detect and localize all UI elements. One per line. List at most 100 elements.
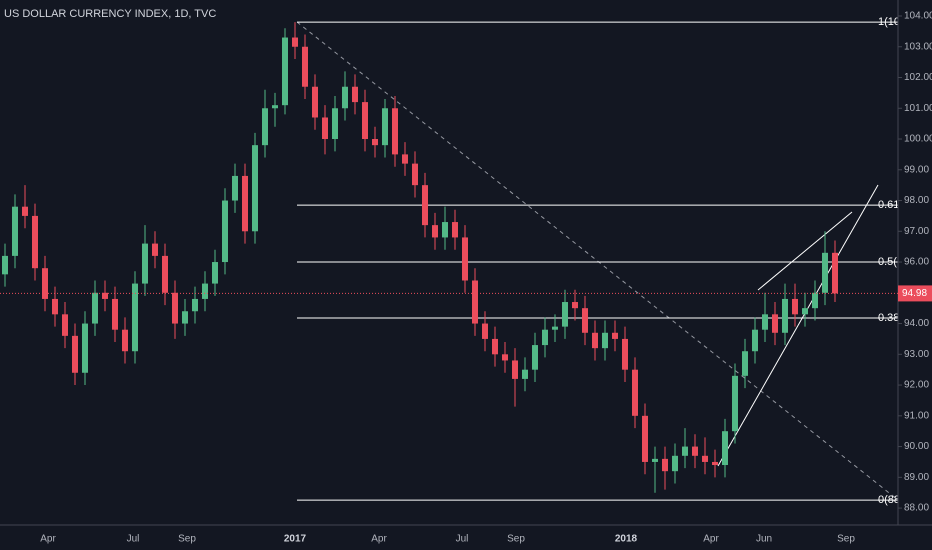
candle-body: [762, 314, 768, 330]
fib-label: 0.5(: [878, 256, 897, 268]
candle-body: [1, 255, 8, 275]
candle-body: [822, 252, 828, 293]
candle-body: [232, 175, 238, 201]
candle-body: [12, 206, 18, 256]
candle-body: [42, 268, 48, 299]
candle-body: [662, 458, 668, 472]
fib-label: 0.38: [878, 312, 899, 324]
candle-body: [202, 283, 208, 299]
candle-body: [412, 163, 418, 186]
candle-body: [352, 86, 358, 103]
x-tick-label: Sep: [178, 534, 196, 545]
candle-body: [602, 332, 608, 349]
candle-body: [282, 37, 288, 106]
candle-body: [402, 154, 408, 164]
candle-body: [472, 280, 478, 324]
y-tick-label: 91.00: [904, 410, 929, 421]
candle-body: [132, 283, 138, 352]
candle-body: [702, 455, 708, 462]
wedge-line: [717, 184, 879, 467]
candle-body: [752, 329, 758, 352]
candle-body: [152, 243, 158, 256]
candle-body: [342, 86, 348, 109]
last-price-tag: 94.98: [902, 288, 927, 299]
candle-body: [422, 185, 428, 226]
candle-body: [512, 360, 518, 379]
candle-body: [182, 311, 188, 324]
candle-body: [642, 415, 648, 462]
x-tick-label: Sep: [507, 534, 525, 545]
candle-body: [72, 335, 78, 373]
candle-body: [172, 292, 178, 324]
y-tick-label: 93.00: [904, 349, 929, 360]
y-tick-label: 96.00: [904, 257, 929, 268]
candle-body: [222, 200, 228, 263]
chart-title: US DOLLAR CURRENCY INDEX, 1D, TVC: [4, 8, 216, 20]
candle-body: [562, 302, 568, 327]
fib-label: 0(88: [878, 494, 900, 506]
fib-label: 0.61: [878, 199, 899, 211]
wedge-line: [757, 211, 853, 291]
candle-body: [612, 332, 618, 339]
y-tick-label: 92.00: [904, 380, 929, 391]
y-tick-label: 103.00: [904, 41, 932, 52]
candle-body: [672, 455, 678, 472]
fib-label: 1(10: [878, 16, 900, 28]
last-price-tag-bg: [898, 285, 932, 302]
candle-body: [102, 292, 108, 299]
x-tick-label: 2017: [284, 534, 307, 545]
y-tick-label: 88.00: [904, 503, 929, 514]
y-tick-label: 100.00: [904, 134, 932, 145]
candle-body: [832, 252, 838, 294]
candle-body: [732, 375, 738, 432]
candle-body: [542, 329, 548, 346]
candle-body: [62, 314, 68, 336]
candle-body: [52, 298, 58, 315]
candle-body: [122, 329, 128, 352]
y-tick-label: 102.00: [904, 72, 932, 83]
candle-body: [302, 46, 308, 87]
candle-body: [582, 308, 588, 333]
candle-body: [482, 323, 488, 339]
candle-body: [632, 369, 638, 416]
candle-body: [532, 345, 538, 370]
y-tick-label: 104.00: [904, 11, 932, 22]
candle-body: [82, 323, 88, 373]
x-tick-label: Jul: [127, 534, 140, 545]
candle-body: [92, 292, 98, 324]
y-tick-label: 94.00: [904, 318, 929, 329]
candle-body: [22, 206, 28, 216]
candle-body: [712, 461, 718, 466]
candle-body: [372, 139, 378, 146]
candle-body: [262, 108, 268, 146]
candle-body: [502, 354, 508, 361]
candle-body: [312, 86, 318, 118]
candle-body: [292, 37, 298, 47]
y-tick-label: 99.00: [904, 164, 929, 175]
x-tick-label: Sep: [837, 534, 855, 545]
candle-body: [812, 292, 818, 309]
candle-body: [592, 332, 598, 349]
candle-body: [272, 105, 278, 109]
candle-body: [432, 225, 438, 238]
candle-body: [772, 314, 778, 333]
candle-body: [242, 175, 248, 232]
candle-body: [212, 262, 218, 284]
candle-body: [782, 298, 788, 333]
x-tick-label: 2018: [615, 534, 638, 545]
candle-body: [442, 222, 448, 238]
candle-body: [652, 458, 658, 462]
y-tick-label: 89.00: [904, 472, 929, 483]
candle-body: [452, 222, 458, 238]
candle-body: [552, 326, 558, 330]
candle-body: [722, 431, 728, 466]
candle-body: [322, 117, 328, 140]
x-tick-label: Jul: [456, 534, 469, 545]
plot-area: 1(10 0.61 0.5( 0.38 0(88: [1, 16, 900, 506]
candle-body: [142, 243, 148, 284]
candle-body: [572, 302, 578, 309]
y-tick-label: 97.00: [904, 226, 929, 237]
x-tick-label: Apr: [703, 534, 719, 545]
x-tick-label: Apr: [371, 534, 387, 545]
